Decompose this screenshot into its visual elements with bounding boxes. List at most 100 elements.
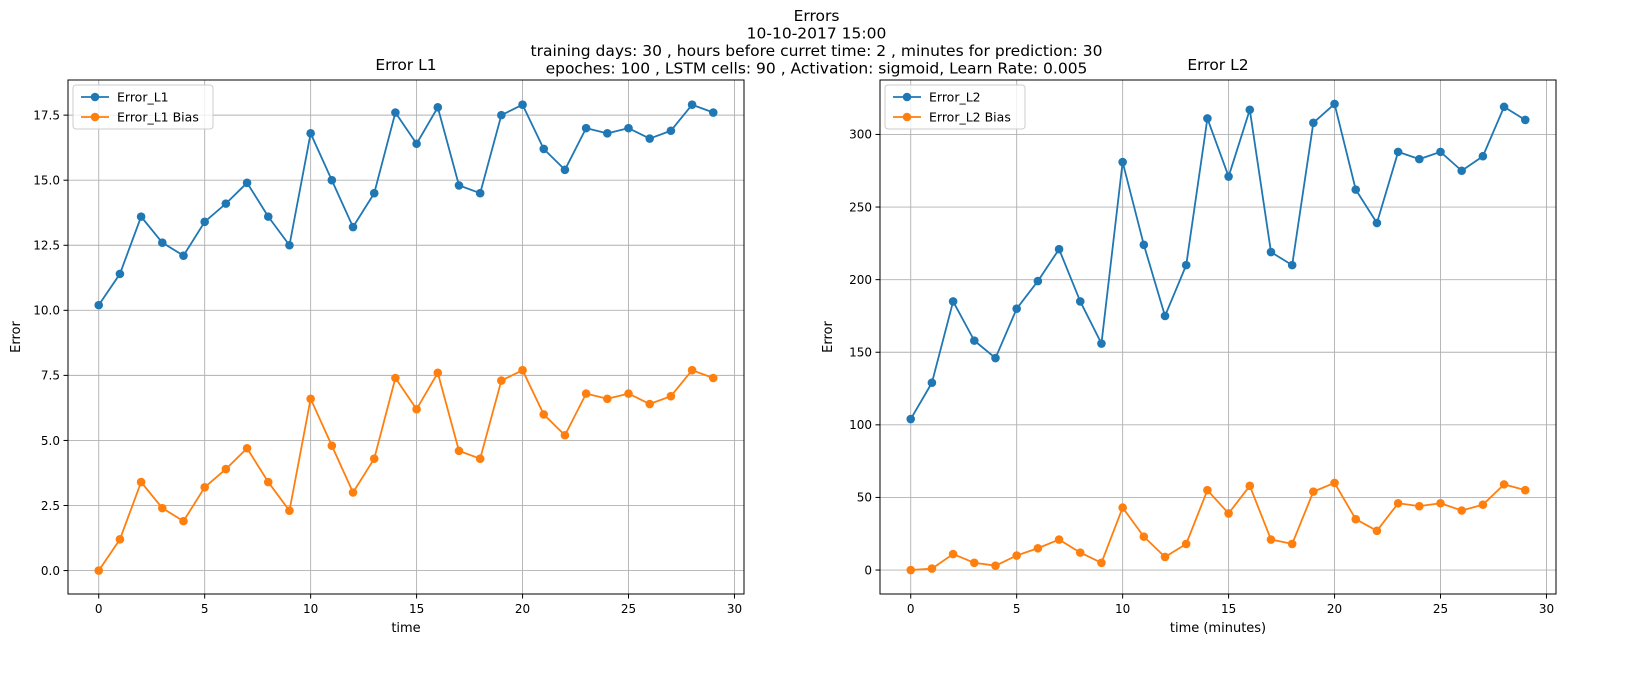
- error-l1-series-2-point-16: [433, 368, 443, 378]
- error-l1-legend-marker-2: [90, 112, 100, 122]
- error-l2-legend: [884, 84, 1026, 130]
- error-l1-legend-label-2: Error_L1 Bias: [117, 110, 199, 125]
- error-l1-series-1-point-13: [369, 188, 379, 198]
- error-l2-series-2-point-9: [1097, 558, 1106, 568]
- error-l2-series-2-point-13: [1181, 539, 1191, 549]
- error-l2-series-2-point-11: [1139, 532, 1149, 541]
- error-l1-series-2-point-21: [539, 410, 549, 419]
- error-l1-series-1-point-19: [497, 110, 506, 120]
- error-l1-series-1-point-17: [454, 181, 464, 190]
- error-l1-series-2-point-26: [645, 399, 654, 409]
- error-l2-series-2-point-17: [1266, 535, 1276, 544]
- error-l2-xtick-label-2: 10: [1115, 602, 1130, 616]
- error-l2-series-1-point-5: [1012, 304, 1021, 313]
- error-l1-series-1-point-6: [221, 199, 231, 208]
- error-l2-series-2-point-12: [1160, 552, 1170, 562]
- error-l1-xtick-label-0: 0: [95, 602, 103, 616]
- error-l1-series-1-point-10: [306, 129, 315, 138]
- error-l1-series-1-point-29: [708, 108, 718, 117]
- error-l2-legend-label-1: Error_L2: [929, 90, 981, 105]
- error-l1-series-1-point-3: [158, 238, 167, 247]
- error-l1-series-2-point-29: [708, 373, 718, 383]
- error-l1-series-1-point-1: [115, 269, 125, 279]
- error-l1-series-2-point-1: [115, 535, 125, 544]
- error-l2-series-2-point-10: [1118, 503, 1127, 512]
- error-l1-ytick-label-5: 12.5: [33, 239, 60, 253]
- error-l2-series-2-point-7: [1054, 535, 1064, 544]
- error-l2-series-1-point-7: [1054, 244, 1064, 254]
- error-l1-series-2-point-22: [560, 430, 570, 440]
- error-l2-series-1-point-12: [1160, 311, 1170, 321]
- error-l1-series-1-point-8: [263, 212, 273, 221]
- error-l2-series-1-point-24: [1415, 154, 1424, 164]
- error-l1-series-2-point-17: [454, 446, 464, 456]
- error-l2-series-1-point-16: [1245, 105, 1255, 115]
- error-l1-series-1-point-5: [200, 217, 209, 227]
- error-l2-series-2-point-29: [1520, 485, 1530, 495]
- error-l1-xlabel: time: [391, 621, 420, 636]
- error-l2-xtick-label-6: 30: [1539, 602, 1554, 616]
- error-l1-series-2-point-19: [497, 376, 506, 385]
- error-l1-series-1-point-24: [603, 129, 612, 138]
- error-l1-axes-frame: [67, 79, 745, 595]
- error-l1-xtick-label-1: 5: [201, 602, 209, 616]
- error-l1-series-2-point-7: [242, 443, 252, 453]
- error-l2-series-2-point-16: [1245, 481, 1255, 491]
- error-l2-series-1-point-15: [1224, 172, 1233, 181]
- error-l2-axes-frame: [879, 79, 1557, 595]
- error-l2-series-1-point-29: [1520, 115, 1530, 125]
- error-l1-series-1-point-16: [433, 103, 443, 112]
- error-l2-ylabel: Error: [821, 321, 836, 353]
- error-l1-ytick-label-3: 7.5: [41, 369, 60, 383]
- error-l1-series-1-point-12: [348, 222, 358, 232]
- error-l2-xtick-label-0: 0: [907, 602, 915, 616]
- error-l2-series-2-point-19: [1309, 487, 1318, 496]
- error-l1-series-1-point-7: [242, 178, 252, 188]
- error-l1-ytick-label-6: 15.0: [33, 173, 60, 187]
- error-l2-series-1-point-23: [1393, 147, 1403, 157]
- error-l1-series-1-point-25: [624, 123, 633, 133]
- error-l2-ytick-label-5: 250: [849, 200, 872, 214]
- error-l1-series-2-point-27: [666, 391, 676, 401]
- error-l2-plot-area: [880, 80, 1556, 594]
- error-l2-series-2-point-18: [1287, 539, 1297, 549]
- error-l1-series-1-point-9: [285, 240, 294, 250]
- error-l2-series-1-point-3: [970, 336, 979, 345]
- error-l2-series-1-point-13: [1181, 260, 1191, 270]
- error-l2-series-2-point-4: [991, 561, 1000, 570]
- suptitle-line-1: Errors: [794, 7, 840, 25]
- error-l1-series-1-point-21: [539, 144, 549, 154]
- error-l2-ytick-label-2: 100: [849, 418, 872, 432]
- error-l2-series-1-point-28: [1499, 102, 1509, 112]
- error-l1-series-2-point-8: [263, 477, 273, 487]
- error-l1-xtick-label-6: 30: [727, 602, 742, 616]
- error-l2-series-1-point-26: [1457, 166, 1466, 176]
- error-l2-series-2-point-25: [1436, 498, 1445, 508]
- error-l2-ytick-label-3: 150: [849, 346, 872, 360]
- error-l2-series-1-point-18: [1287, 260, 1297, 270]
- error-l2-series-2-point-5: [1012, 551, 1021, 560]
- error-l2-series-2-point-0: [906, 565, 916, 575]
- error-l2-series-1-point-14: [1203, 114, 1212, 123]
- error-l2-series-2-point-1: [927, 564, 937, 573]
- error-l1-series-2-point-15: [412, 404, 421, 414]
- suptitle-line-3: training days: 30 , hours before curret …: [531, 42, 1103, 60]
- figure-suptitle: Errors 10-10-2017 15:00 training days: 3…: [531, 7, 1103, 78]
- error-l1-series-1-point-26: [645, 134, 654, 143]
- error-l1-series-1-point-18: [475, 188, 485, 198]
- error-l2-series-2-point-21: [1351, 514, 1361, 524]
- error-l2-series-2-point-15: [1224, 509, 1233, 518]
- error-l2-series-2-point-14: [1203, 485, 1212, 495]
- error-l2-legend-marker-2: [902, 112, 912, 122]
- error-l1-series-2-point-20: [518, 365, 527, 375]
- error-l1-ytick-label-0: 0.0: [41, 564, 60, 578]
- error-l2-xtick-label-3: 15: [1221, 602, 1236, 616]
- error-l1-series-2-point-13: [369, 454, 379, 463]
- error-l1-series-1-point-27: [666, 126, 676, 136]
- error-l1-series-2-point-24: [603, 394, 612, 404]
- error-l1-series-2-point-18: [475, 454, 485, 463]
- error-l2-ytick-label-4: 200: [849, 273, 872, 287]
- error-l2-series-1-point-0: [906, 414, 916, 424]
- error-l2-series-1-point-2: [948, 297, 958, 306]
